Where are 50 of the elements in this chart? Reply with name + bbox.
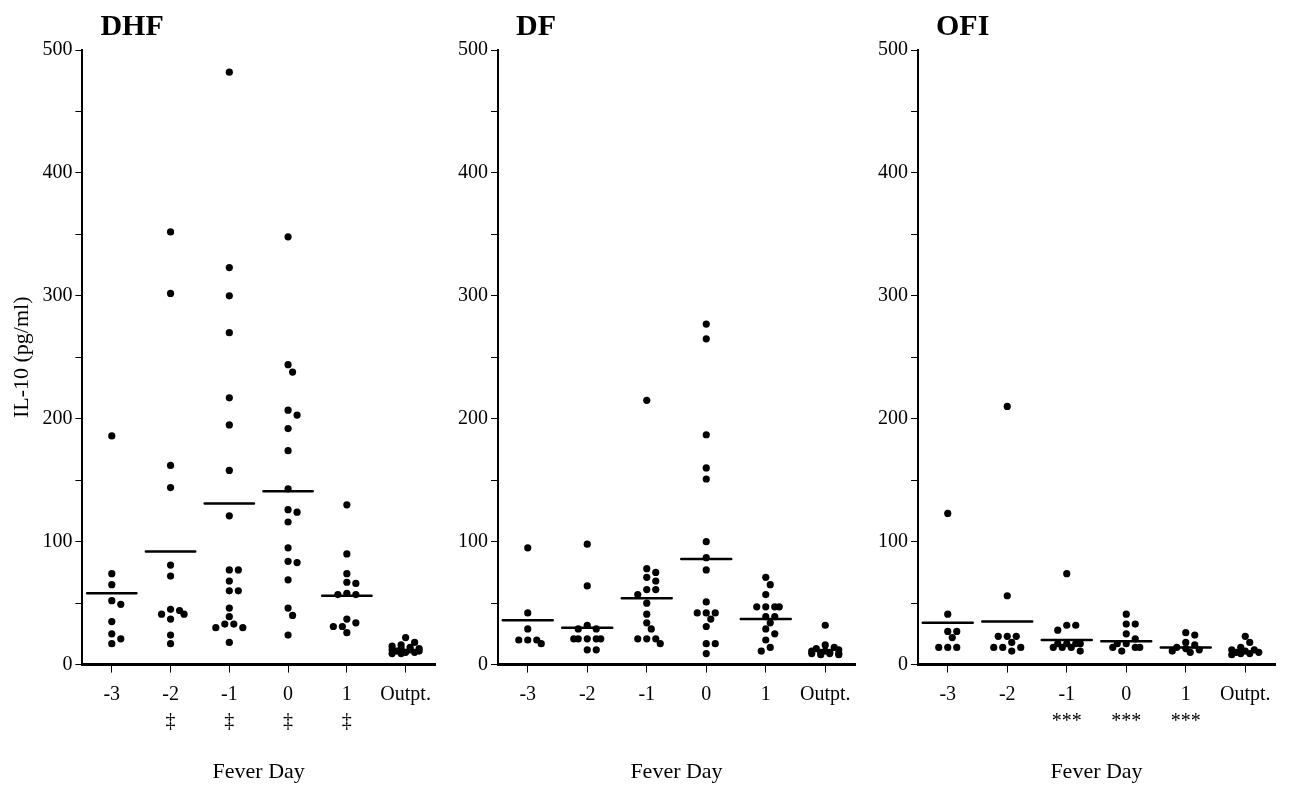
chart-title: DHF xyxy=(100,8,164,42)
text: *** xyxy=(1111,708,1142,732)
x-tick-label: -1 xyxy=(220,681,238,704)
y-tick-label: 100 xyxy=(42,528,73,551)
x-tick-label: -3 xyxy=(519,681,537,704)
y-tick-label: 200 xyxy=(878,406,908,429)
y-tick-label: 100 xyxy=(458,528,488,551)
x-axis-title: Fever Day xyxy=(630,757,723,783)
y-tick-label: 500 xyxy=(42,37,73,60)
y-tick-label: 100 xyxy=(878,528,908,551)
y-tick-label: 200 xyxy=(458,406,488,429)
x-tick-label: 0 xyxy=(701,681,712,704)
chart-title: DF xyxy=(516,8,556,42)
y-tick-label: 0 xyxy=(62,651,73,674)
x-tick-label: -1 xyxy=(1058,681,1076,704)
x-tick-label: Outpt. xyxy=(799,681,851,705)
x-tick-label: -3 xyxy=(103,681,121,704)
y-tick-label: 400 xyxy=(42,160,73,183)
y-tick-label: 500 xyxy=(878,37,908,60)
text: *** xyxy=(1051,708,1082,732)
x-axis-title: Fever Day xyxy=(212,757,305,783)
x-tick-label: Outpt. xyxy=(1219,681,1271,705)
x-tick-label: Outpt. xyxy=(380,681,431,705)
text: ‡ xyxy=(283,708,294,732)
x-tick-label: 1 xyxy=(760,681,771,704)
y-tick-label: 500 xyxy=(458,37,488,60)
y-tick-label: 400 xyxy=(878,160,908,183)
x-tick-label: -3 xyxy=(939,681,957,704)
x-axis-title: Fever Day xyxy=(1050,757,1143,783)
y-tick-label: 200 xyxy=(42,406,73,429)
y-tick-label: 300 xyxy=(458,283,488,306)
x-tick-label: -2 xyxy=(998,681,1016,704)
y-tick-label: 300 xyxy=(42,283,73,306)
y-tick-label: 300 xyxy=(878,283,908,306)
y-tick-label: 0 xyxy=(898,651,908,674)
text: ‡ xyxy=(224,708,235,732)
chart-title: OFI xyxy=(936,8,990,42)
x-tick-label: -2 xyxy=(162,681,179,704)
text: ‡ xyxy=(165,708,176,732)
y-tick-label: 0 xyxy=(478,651,488,674)
x-tick-label: -1 xyxy=(638,681,656,704)
text: *** xyxy=(1170,708,1201,732)
x-tick-label: 1 xyxy=(1180,681,1191,704)
y-axis-title: IL-10 (pg/ml) xyxy=(7,296,33,419)
x-tick-label: -2 xyxy=(578,681,596,704)
x-tick-label: 0 xyxy=(283,681,294,704)
x-tick-label: 0 xyxy=(1121,681,1132,704)
text: ‡ xyxy=(341,708,352,732)
y-tick-label: 400 xyxy=(458,160,488,183)
x-tick-label: 1 xyxy=(341,681,352,704)
